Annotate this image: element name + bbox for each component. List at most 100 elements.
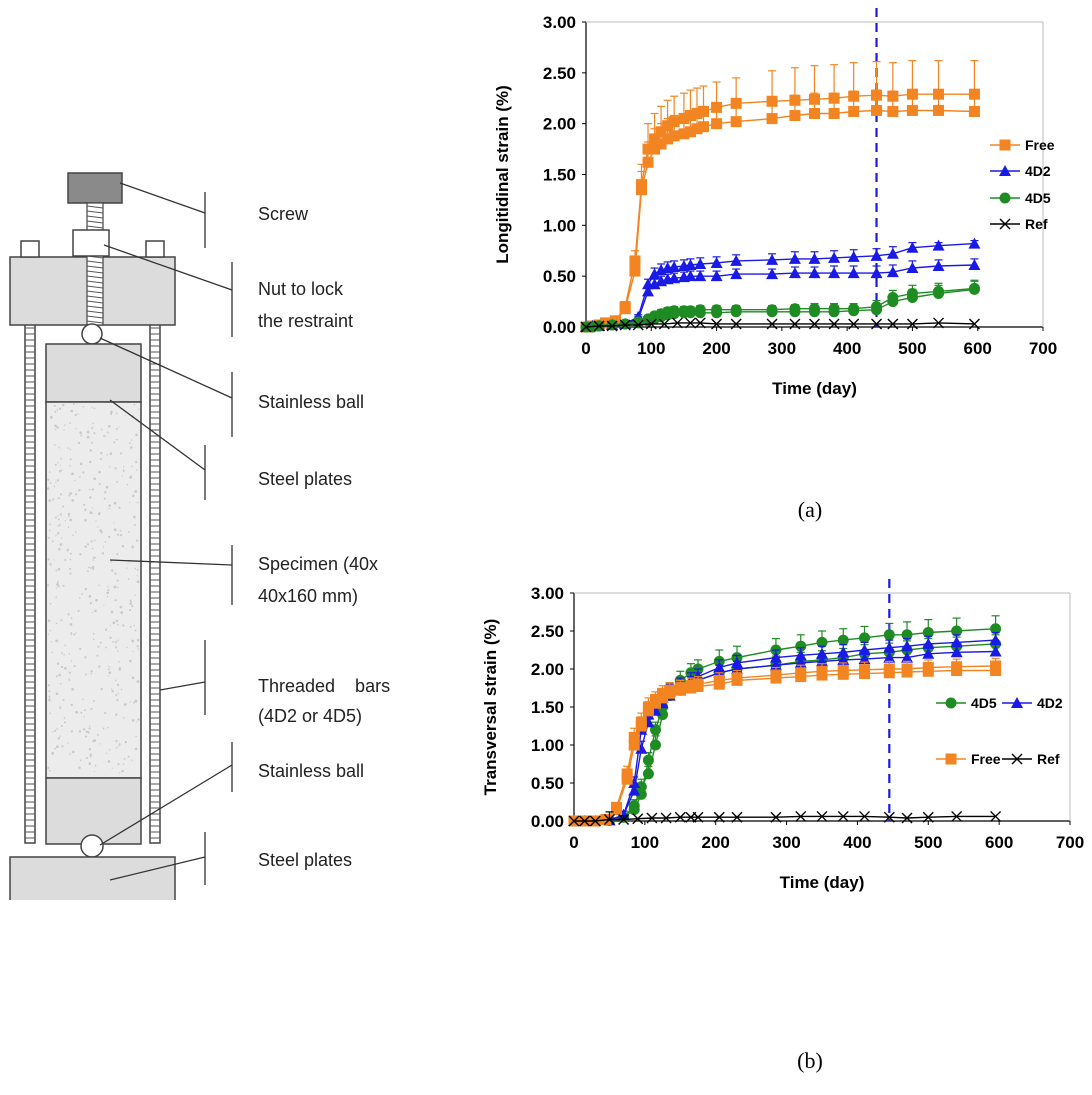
specimen-speckle [83, 709, 86, 712]
specimen-speckle [69, 465, 71, 467]
x-tick-label: 600 [964, 339, 992, 358]
specimen-speckle [70, 631, 73, 634]
data-point-4D2 [922, 647, 935, 659]
specimen-speckle [91, 512, 94, 514]
specimen-speckle [89, 567, 92, 569]
specimen-speckle [84, 735, 88, 738]
data-point-4D2 [635, 723, 648, 735]
specimen-speckle [60, 469, 63, 472]
specimen-speckle [118, 506, 121, 509]
specimen-speckle [86, 570, 89, 573]
specimen-speckle [119, 605, 123, 609]
data-point-4D5 [606, 319, 618, 331]
specimen-speckle [70, 703, 73, 707]
specimen-speckle [105, 485, 109, 489]
data-point-Free [668, 116, 680, 128]
specimen-speckle [134, 490, 138, 493]
specimen-speckle [134, 747, 138, 751]
specimen-speckle [92, 422, 94, 425]
specimen-speckle [95, 520, 97, 522]
specimen-speckle [58, 524, 61, 526]
specimen-speckle [70, 660, 73, 662]
specimen-speckle [82, 728, 86, 731]
data-point-4D2 [989, 645, 1002, 657]
specimen-speckle [57, 737, 61, 740]
screw-thread [86, 275, 104, 279]
specimen-speckle [55, 587, 58, 589]
data-point-4D5 [887, 296, 899, 308]
specimen-speckle [118, 745, 120, 747]
data-point-Free [589, 815, 601, 827]
data-point-Free [809, 108, 820, 119]
specimen-speckle [59, 543, 63, 546]
data-point-4D5 [871, 304, 883, 316]
specimen-speckle [56, 745, 59, 748]
specimen-speckle [131, 676, 135, 680]
specimen-speckle [82, 698, 84, 701]
data-point-Free [730, 97, 742, 109]
specimen-speckle [48, 695, 51, 698]
specimen-speckle [86, 430, 90, 434]
specimen-speckle [108, 507, 110, 510]
data-point-Free [730, 116, 742, 128]
specimen-speckle [93, 477, 97, 481]
specimen-speckle [100, 531, 103, 534]
data-point-4D2 [858, 644, 871, 655]
data-point-4D5 [694, 307, 706, 319]
specimen-speckle [113, 522, 115, 524]
series-line [574, 650, 996, 822]
data-point-4D5 [684, 305, 696, 317]
specimen-speckle [99, 641, 102, 644]
specimen-speckle [117, 692, 120, 694]
specimen-speckle [134, 629, 137, 632]
x-tick-label: 400 [843, 833, 871, 852]
data-point-4D2 [684, 270, 697, 282]
specimen-speckle [57, 497, 60, 500]
data-point-Ref [809, 318, 820, 330]
series-4D2-3 [568, 631, 1002, 826]
data-point-Free [678, 113, 690, 125]
data-point-4D5 [951, 640, 963, 652]
data-point-Free [587, 320, 599, 332]
specimen-speckle [78, 730, 82, 733]
data-point-Free [951, 665, 963, 677]
specimen-speckle [70, 409, 74, 413]
data-point-4D2 [649, 697, 662, 709]
data-point-4D5 [684, 307, 696, 319]
data-point-4D5 [589, 815, 601, 827]
data-point-Ref [711, 318, 723, 330]
data-point-Free [635, 179, 647, 191]
specimen-speckle [57, 532, 60, 535]
specimen-speckle [115, 427, 118, 430]
data-point-Free [887, 90, 899, 102]
specimen-speckle [101, 552, 105, 555]
specimen-speckle [130, 475, 133, 477]
specimen-speckle [83, 503, 86, 506]
data-point-Free [600, 317, 612, 329]
data-point-4D5 [887, 292, 899, 304]
x-tick-label: 400 [833, 339, 861, 358]
data-point-4D2 [968, 237, 981, 249]
data-point-4D2 [989, 634, 1002, 646]
data-point-4D2 [788, 252, 801, 264]
data-point-4D2 [603, 814, 616, 826]
data-point-Free [691, 123, 703, 135]
specimen-speckle [69, 422, 72, 424]
plot-area: 0.00 0.50 1.00 1.50 2.00 2.50 3.00 0 100 200 300 40… [481, 579, 1084, 892]
specimen-speckle [114, 572, 117, 575]
specimen-speckle [84, 587, 87, 591]
data-point-Free [795, 671, 807, 683]
specimen-speckle [88, 566, 90, 569]
specimen-speckle [122, 716, 125, 719]
data-point-Ref [580, 321, 592, 333]
data-point-Ref [871, 318, 883, 330]
specimen-speckle [73, 665, 76, 668]
specimen-speckle [63, 429, 65, 431]
data-point-4D5 [922, 642, 934, 654]
data-point-Free [662, 120, 674, 132]
specimen-speckle [56, 675, 58, 678]
data-point-4D2 [684, 678, 697, 690]
specimen-speckle [67, 526, 70, 529]
data-point-Free [649, 697, 661, 709]
specimen-speckle [131, 719, 135, 722]
